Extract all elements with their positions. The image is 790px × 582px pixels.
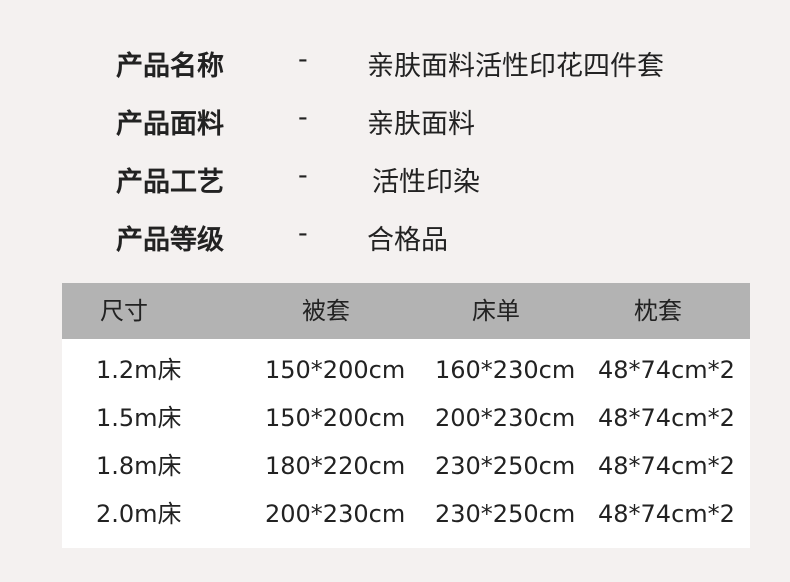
cell: 150*200cm (265, 404, 406, 432)
spec-fabric: 产品面料 - 亲肤面料 (0, 102, 790, 142)
header-pillowcase: 枕套 (634, 297, 682, 325)
spec-value: 亲肤面料活性印花四件套 (367, 51, 664, 82)
spec-separator: - (298, 44, 308, 75)
spec-value: 亲肤面料 (367, 109, 475, 140)
cell: 150*200cm (265, 356, 406, 384)
cell: 230*250cm (435, 452, 576, 480)
spec-separator: - (298, 160, 308, 191)
header-size: 尺寸 (100, 297, 148, 325)
table-row: 2.0m床 200*230cm 230*250cm 48*74cm*2 (62, 502, 750, 550)
cell: 48*74cm*2 (598, 500, 735, 528)
cell: 230*250cm (435, 500, 576, 528)
table-header: 尺寸 被套 床单 枕套 (62, 283, 750, 339)
spec-label: 产品名称 (116, 51, 224, 82)
cell: 1.2m床 (96, 356, 182, 384)
spec-label: 产品工艺 (116, 167, 224, 198)
cell: 200*230cm (265, 500, 406, 528)
spec-grade: 产品等级 - 合格品 (0, 218, 790, 258)
cell: 1.8m床 (96, 452, 182, 480)
cell: 1.5m床 (96, 404, 182, 432)
cell: 200*230cm (435, 404, 576, 432)
table-row: 1.5m床 150*200cm 200*230cm 48*74cm*2 (62, 406, 750, 454)
size-table: 尺寸 被套 床单 枕套 1.2m床 150*200cm 160*230cm 48… (62, 283, 750, 548)
spec-label: 产品面料 (116, 109, 224, 140)
cell: 160*230cm (435, 356, 576, 384)
header-sheet: 床单 (472, 297, 520, 325)
spec-process: 产品工艺 - 活性印染 (0, 160, 790, 200)
table-row: 1.2m床 150*200cm 160*230cm 48*74cm*2 (62, 358, 750, 406)
cell: 180*220cm (265, 452, 406, 480)
header-duvet: 被套 (302, 297, 350, 325)
cell: 48*74cm*2 (598, 452, 735, 480)
spec-name: 产品名称 - 亲肤面料活性印花四件套 (0, 44, 790, 84)
cell: 2.0m床 (96, 500, 182, 528)
spec-value: 合格品 (367, 225, 448, 256)
spec-separator: - (298, 218, 308, 249)
cell: 48*74cm*2 (598, 404, 735, 432)
table-row: 1.8m床 180*220cm 230*250cm 48*74cm*2 (62, 454, 750, 502)
spec-value: 活性印染 (372, 167, 480, 198)
spec-separator: - (298, 102, 308, 133)
cell: 48*74cm*2 (598, 356, 735, 384)
spec-label: 产品等级 (116, 225, 224, 256)
